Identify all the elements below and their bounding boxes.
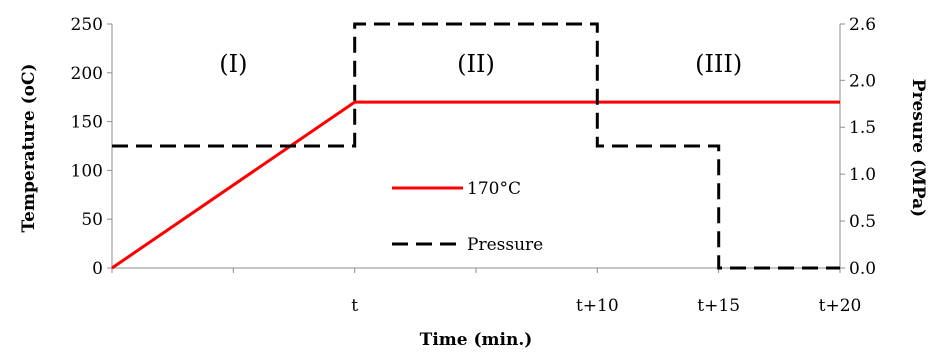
region-labels: (I) (II) (III) — [219, 50, 742, 78]
x-tick-label: t+10 — [576, 296, 619, 316]
y-axis-left-title: Temperature (oC) — [19, 63, 39, 232]
y-tick-right-label: 2.6 — [849, 15, 876, 35]
y-tick-left-label: 150 — [71, 113, 103, 133]
series-layer — [111, 22, 840, 270]
x-axis-title: Time (min.) — [420, 330, 533, 350]
y-tick-right-label: 0.5 — [849, 212, 876, 232]
legend: 170°C Pressure — [392, 179, 543, 255]
y-ticks-left: 0 50 100 150 200 250 — [71, 15, 112, 279]
y-tick-right-label: 1.0 — [849, 165, 876, 185]
x-tick-label: t+20 — [819, 296, 862, 316]
y-tick-left-label: 250 — [71, 15, 103, 35]
y-tick-left-label: 50 — [81, 210, 103, 230]
x-minor-ticks — [111, 268, 841, 273]
y-tick-right-label: 0.0 — [849, 259, 876, 279]
y-tick-left-label: 200 — [71, 64, 103, 84]
y-tick-left-label: 0 — [92, 259, 103, 279]
region-label: (III) — [695, 50, 742, 78]
region-label: (II) — [457, 50, 495, 78]
legend-label-temperature: 170°C — [467, 179, 521, 199]
y-tick-right-label: 1.5 — [849, 118, 876, 138]
y-tick-right-label: 2.0 — [849, 71, 876, 91]
temperature-series-line — [111, 100, 840, 270]
y-ticks-right: 0.0 0.5 1.0 1.5 2.0 2.6 — [840, 15, 876, 279]
y-axis-right-title: Presure (MPa) — [908, 79, 928, 217]
x-ticks: t t+10 t+15 t+20 — [351, 296, 861, 316]
y-tick-left-label: 100 — [71, 161, 103, 181]
region-label: (I) — [219, 50, 247, 78]
legend-label-pressure: Pressure — [467, 235, 543, 255]
x-tick-label: t — [351, 296, 358, 316]
x-tick-label: t+15 — [697, 296, 740, 316]
